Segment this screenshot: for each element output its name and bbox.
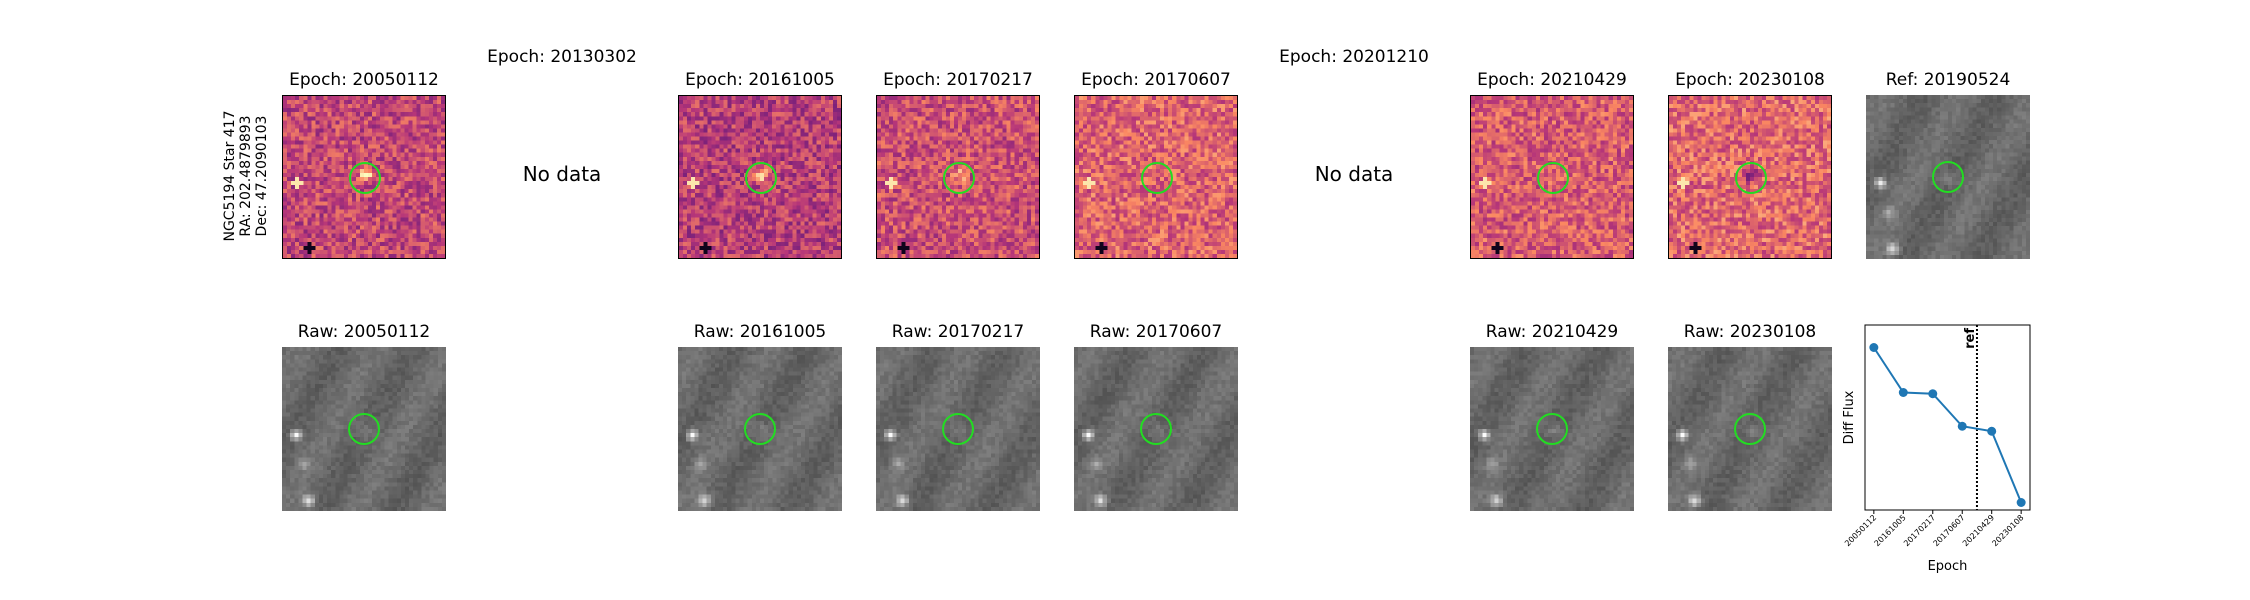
flux-lightcurve-chart: ref2005011220161005201702172017060720210… xyxy=(1842,324,2031,574)
raw-image-20210429 xyxy=(1470,347,1634,511)
target-circle xyxy=(1734,413,1766,445)
ref-title: Ref: 20190524 xyxy=(1885,70,2011,90)
data-point-20170607 xyxy=(1957,421,1967,431)
raw-title-20161005: Raw: 20161005 xyxy=(693,322,827,342)
raw-image-20161005 xyxy=(678,347,842,511)
diff-title-20170607: Epoch: 20170607 xyxy=(1081,70,1231,90)
diff-title-20170217: Epoch: 20170217 xyxy=(883,70,1033,90)
series-line xyxy=(1873,346,2023,503)
diff-image-20170607 xyxy=(1074,95,1238,259)
raw-title-20210429: Raw: 20210429 xyxy=(1485,322,1619,342)
star-info-label: NGC5194 Star 417 RA: 202.4879893 Dec: 47… xyxy=(222,110,270,241)
raw-title-20050112: Raw: 20050112 xyxy=(297,322,431,342)
diff-image-20170217 xyxy=(876,95,1040,259)
no-data-label-20130302: No data xyxy=(522,162,602,186)
data-point-20161005 xyxy=(1898,388,1908,397)
diff-title-20161005: Epoch: 20161005 xyxy=(685,70,835,90)
target-circle xyxy=(349,162,381,194)
diff-title-20130302: Epoch: 20130302 xyxy=(487,47,637,67)
diff-image-20230108 xyxy=(1668,95,1832,259)
y-axis-label: Diff Flux xyxy=(1842,390,1857,444)
star-ra: RA: 202.4879893 xyxy=(238,115,254,237)
star-name: NGC5194 Star 417 xyxy=(222,110,238,242)
diff-image-20161005 xyxy=(678,95,842,259)
raw-image-20170217 xyxy=(876,347,1040,511)
ref-image xyxy=(1866,95,2030,259)
target-circle xyxy=(1536,413,1568,445)
diff-title-20201210: Epoch: 20201210 xyxy=(1279,47,1429,67)
target-circle xyxy=(942,413,974,445)
target-circle xyxy=(943,162,975,194)
target-circle xyxy=(745,162,777,194)
diff-image-20050112 xyxy=(282,95,446,259)
target-circle xyxy=(1141,162,1173,194)
data-point-20210429 xyxy=(1987,426,1997,436)
diff-title-20050112: Epoch: 20050112 xyxy=(289,70,439,90)
diff-image-20210429 xyxy=(1470,95,1634,259)
target-circle xyxy=(1932,161,1964,193)
target-circle xyxy=(1537,162,1569,194)
star-dec: Dec: 47.2090103 xyxy=(254,115,270,237)
diff-title-20210429: Epoch: 20210429 xyxy=(1477,70,1627,90)
diff-title-20230108: Epoch: 20230108 xyxy=(1675,70,1825,90)
target-circle xyxy=(1735,162,1767,194)
no-data-label-20201210: No data xyxy=(1314,162,1394,186)
target-circle xyxy=(744,413,776,445)
raw-title-20170217: Raw: 20170217 xyxy=(891,322,1025,342)
data-point-20170217 xyxy=(1928,389,1938,399)
x-axis-label: Epoch xyxy=(1928,559,1968,574)
plot-frame xyxy=(1864,324,2031,511)
x-tick-label-20230108: 20230108 xyxy=(1990,513,2025,548)
data-point-20050112 xyxy=(1869,343,1879,352)
data-point-20230108 xyxy=(2016,498,2026,507)
raw-image-20230108 xyxy=(1668,347,1832,511)
target-circle xyxy=(348,413,380,445)
target-circle xyxy=(1140,413,1172,445)
raw-title-20230108: Raw: 20230108 xyxy=(1683,322,1817,342)
raw-image-20050112 xyxy=(282,347,446,511)
reference-line-label: ref xyxy=(1963,328,1978,349)
raw-image-20170607 xyxy=(1074,347,1238,511)
raw-title-20170607: Raw: 20170607 xyxy=(1089,322,1223,342)
